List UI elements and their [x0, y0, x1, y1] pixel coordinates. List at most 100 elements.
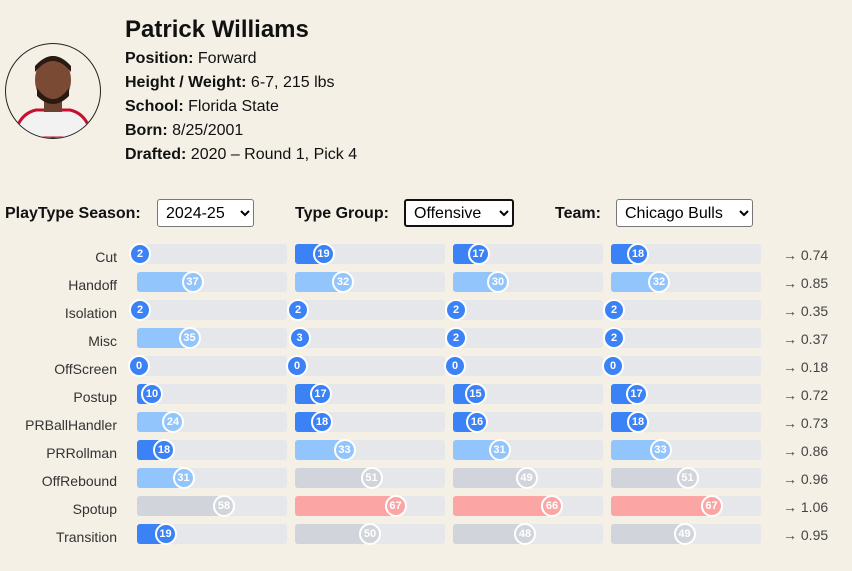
- percentile-value: 2: [129, 243, 151, 265]
- percentile-value: 2: [287, 299, 309, 321]
- percentile-value: 50: [359, 523, 381, 545]
- school-value: Florida State: [188, 98, 279, 115]
- percentile-bar: 17: [453, 243, 603, 265]
- percentile-bar: 2: [603, 299, 761, 321]
- percentile-value: 0: [602, 355, 624, 377]
- percentile-bar: 3: [288, 327, 445, 349]
- percentile-bar: 0: [286, 355, 445, 377]
- percentile-fill: [295, 496, 396, 516]
- percentile-value: 17: [467, 243, 490, 265]
- percentile-value: 2: [603, 299, 625, 321]
- percentile-value: 51: [360, 467, 383, 489]
- percentile-bar: 15: [453, 383, 603, 405]
- trend-ratio: → 0.86: [783, 443, 829, 459]
- playtype-label: OffRebound: [41, 473, 117, 489]
- team-select[interactable]: Chicago Bulls: [616, 199, 753, 227]
- percentile-bar: 49: [611, 523, 761, 545]
- percentile-value: 15: [464, 383, 487, 405]
- percentile-fill: [611, 272, 659, 292]
- percentile-bar: 67: [611, 495, 761, 517]
- percentile-fill: [295, 468, 372, 488]
- percentile-value: 51: [676, 467, 699, 489]
- type-group-select[interactable]: Offensive: [404, 199, 514, 227]
- born-label: Born:: [125, 122, 168, 139]
- percentile-value: 10: [141, 383, 163, 405]
- percentile-bar: 18: [295, 411, 445, 433]
- percentile-fill: [453, 524, 525, 544]
- percentile-value: 18: [627, 243, 649, 265]
- percentile-value: 30: [487, 271, 509, 293]
- percentile-bar: 32: [295, 271, 445, 293]
- percentile-value: 33: [333, 439, 356, 461]
- school-line: School: Florida State: [125, 95, 357, 119]
- percentile-value: 3: [288, 327, 311, 349]
- percentile-fill: [611, 440, 661, 460]
- percentile-fill: [453, 272, 498, 292]
- playtype-row: PRRollman 18 33 31 33 → 0.86: [0, 439, 852, 468]
- trend-ratio: → 0.74: [783, 247, 829, 263]
- percentile-bar: 2: [445, 299, 603, 321]
- percentile-value: 19: [312, 243, 335, 265]
- percentile-bar: 0: [602, 355, 761, 377]
- percentile-value: 0: [444, 355, 466, 377]
- player-avatar: [5, 43, 101, 139]
- percentile-bar: 31: [137, 467, 287, 489]
- drafted-line: Drafted: 2020 – Round 1, Pick 4: [125, 143, 357, 167]
- percentile-value: 2: [445, 327, 467, 349]
- percentile-bar: 0: [128, 355, 287, 377]
- playtype-row: OffScreen 0 0 0 0 → 0.18: [0, 355, 852, 384]
- season-label: PlayType Season:: [5, 205, 141, 222]
- playtype-label: Postup: [73, 389, 117, 405]
- percentile-value: 37: [181, 271, 204, 293]
- percentile-bar: 17: [295, 383, 445, 405]
- percentile-value: 24: [162, 411, 184, 433]
- playtype-row: Spotup 58 67 66 67 → 1.06: [0, 495, 852, 524]
- percentile-value: 16: [466, 411, 488, 433]
- percentile-value: 49: [515, 467, 538, 489]
- school-label: School:: [125, 98, 184, 115]
- height-weight-value: 6-7, 215 lbs: [250, 74, 335, 91]
- percentile-value: 32: [332, 271, 354, 293]
- percentile-bar: 48: [453, 523, 603, 545]
- percentile-value: 17: [625, 383, 648, 405]
- percentile-bar: 35: [137, 327, 287, 349]
- percentile-value: 0: [286, 355, 308, 377]
- percentile-bar: 32: [611, 271, 761, 293]
- percentile-value: 32: [648, 271, 670, 293]
- percentile-bar: 19: [295, 243, 445, 265]
- percentile-value: 18: [627, 411, 649, 433]
- percentile-fill: [453, 496, 552, 516]
- percentile-bar: 50: [295, 523, 445, 545]
- percentile-bar: 33: [295, 439, 445, 461]
- playtype-row: Postup 10 17 15 17 → 0.72: [0, 383, 852, 412]
- percentile-value: 17: [309, 383, 332, 405]
- trend-ratio: → 0.37: [783, 331, 829, 347]
- percentile-value: 31: [488, 439, 511, 461]
- playtype-label: Handoff: [68, 277, 117, 293]
- trend-ratio: → 0.18: [783, 359, 829, 375]
- percentile-bar: 2: [445, 327, 603, 349]
- percentile-value: 35: [178, 327, 201, 349]
- season-select[interactable]: 2024-25: [157, 199, 254, 227]
- percentile-fill: [453, 468, 527, 488]
- playtype-row: Cut 2 19 17 18 → 0.74: [0, 243, 852, 272]
- playtype-label: Cut: [95, 249, 117, 265]
- percentile-bar: 2: [129, 299, 287, 321]
- percentile-value: 33: [649, 439, 672, 461]
- percentile-bar: 2: [287, 299, 445, 321]
- percentile-bar: 24: [137, 411, 287, 433]
- position-line: Position: Forward: [125, 47, 357, 71]
- percentile-bar: 2: [603, 327, 761, 349]
- playtype-row: OffRebound 31 51 49 51 → 0.96: [0, 467, 852, 496]
- drafted-value: 2020 – Round 1, Pick 4: [190, 146, 358, 163]
- percentile-fill: [137, 468, 184, 488]
- playtype-label: Isolation: [64, 305, 117, 321]
- percentile-bar: 2: [129, 243, 287, 265]
- percentile-fill: [453, 440, 500, 460]
- percentile-value: 66: [541, 495, 563, 517]
- trend-ratio: → 0.95: [783, 527, 829, 543]
- percentile-bar: 49: [453, 467, 603, 489]
- playtype-label: Spotup: [72, 501, 117, 517]
- percentile-bar: 67: [295, 495, 445, 517]
- percentile-value: 67: [384, 495, 407, 517]
